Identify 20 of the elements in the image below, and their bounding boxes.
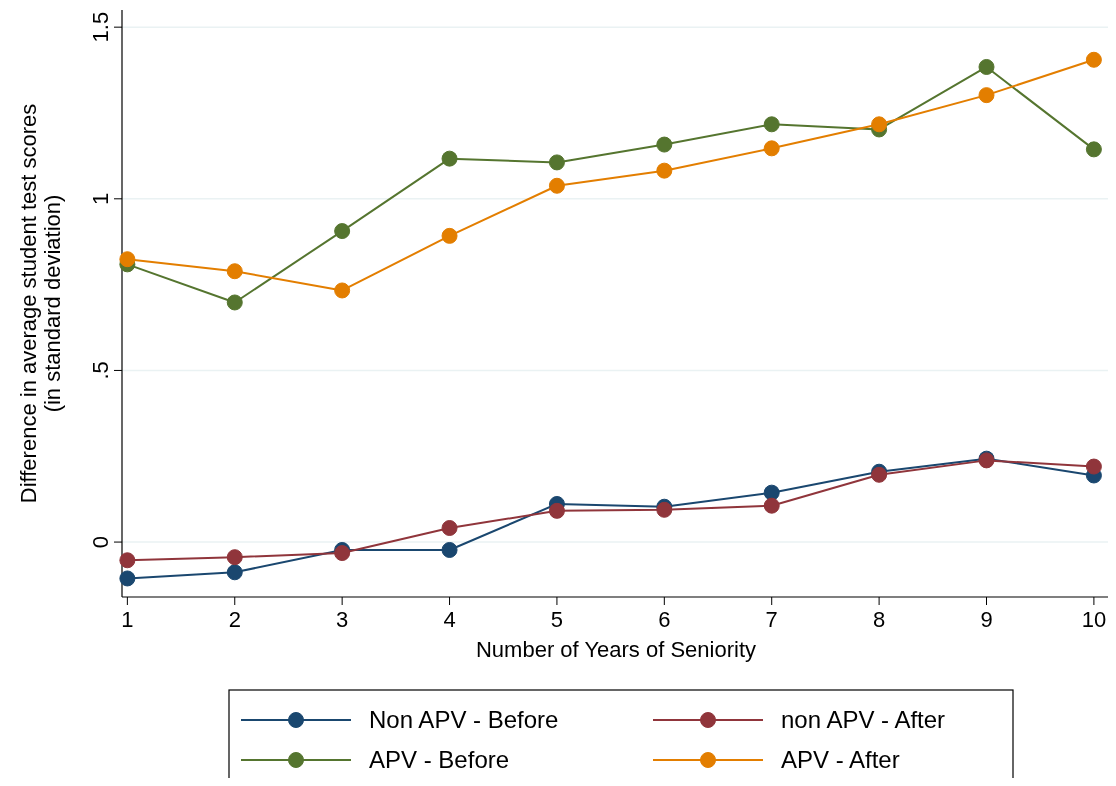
y-tick-label: .5: [88, 361, 113, 380]
x-tick-label: 1: [121, 607, 134, 632]
legend-label: Non APV - Before: [369, 706, 559, 733]
x-axis-title: Number of Years of Seniority: [475, 637, 757, 662]
x-tick-label: 2: [228, 607, 241, 632]
x-tick-label: 4: [443, 607, 456, 632]
y-tick-label: 1: [88, 192, 113, 205]
legend-label: APV - After: [781, 746, 900, 773]
x-tick-label: 3: [336, 607, 349, 632]
y-axis-title: Difference in average student test scores (in standard deviation): [16, 103, 65, 504]
x-tick-label: 7: [765, 607, 778, 632]
x-tick-label: 6: [658, 607, 671, 632]
x-tick-label: 5: [550, 607, 564, 632]
y-tick-label: 0: [88, 535, 113, 549]
x-tick-label: 9: [980, 607, 993, 632]
legend-label: APV - Before: [369, 746, 510, 773]
x-tick-label: 8: [872, 607, 886, 632]
y-tick-label: 1.5: [88, 11, 113, 43]
legend-label: non APV - After: [781, 706, 946, 733]
x-tick-label: 10: [1081, 607, 1107, 632]
